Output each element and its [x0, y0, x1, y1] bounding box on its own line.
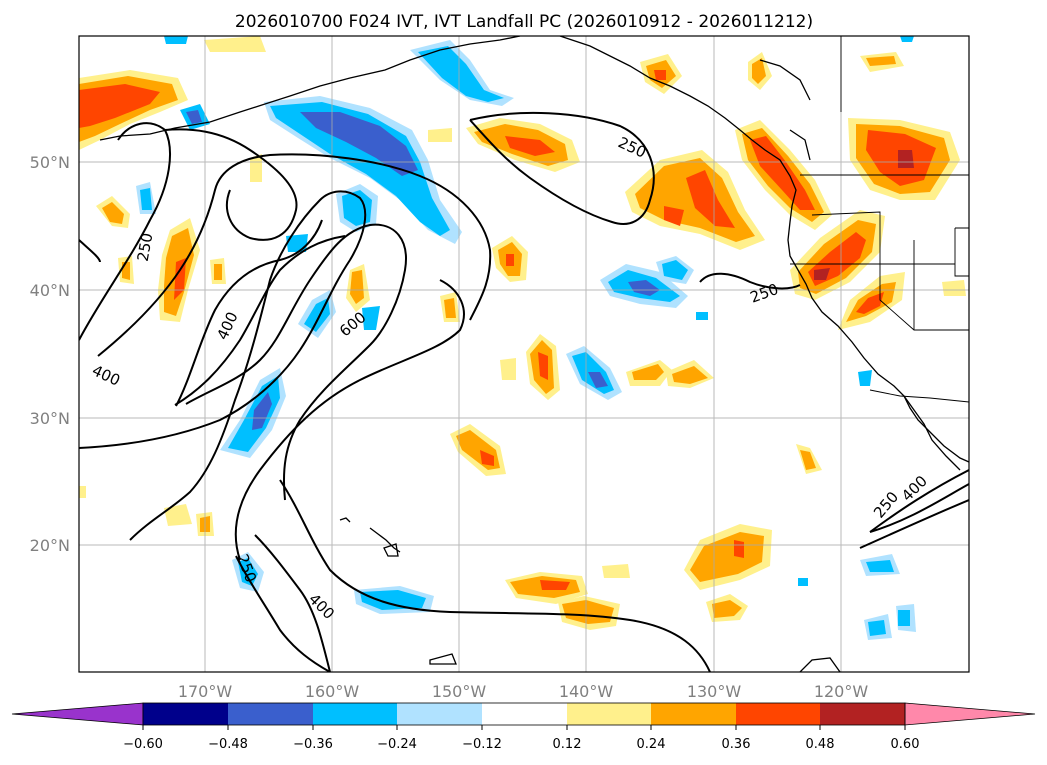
political-borders — [790, 36, 969, 403]
colorbar-segment — [820, 703, 905, 725]
colorbar-high-extend — [904, 702, 1036, 726]
colorbar-tick-label: −0.48 — [208, 737, 248, 752]
colorbar-segment — [397, 703, 482, 725]
figure-title: 2026010700 F024 IVT, IVT Landfall PC (20… — [235, 12, 813, 32]
colorbar-segment — [651, 703, 736, 725]
colorbar-low-extend — [11, 702, 144, 726]
colorbar-tick-label: −0.24 — [377, 737, 417, 752]
lon-tick-label: 160°W — [305, 682, 360, 701]
contour-label: 250 — [134, 231, 157, 262]
lon-tick-label: 140°W — [559, 682, 614, 701]
colorbar-tick-labels: −0.60 −0.48 −0.36 −0.24 −0.12 0.12 0.24 … — [123, 737, 919, 752]
lat-tick-label: 20°N — [30, 536, 70, 555]
coastlines — [99, 36, 969, 672]
colorbar-segment — [228, 703, 313, 725]
colorbar-segment — [567, 703, 651, 725]
colorbar-tick-label: 0.36 — [722, 737, 751, 752]
colorbar-tick-label: 0.60 — [891, 737, 920, 752]
map-panel: 250 250 250 250 400 400 400 400 600 250 … — [30, 35, 970, 701]
colorbar-tick-label: −0.60 — [123, 737, 163, 752]
lat-tick-label: 30°N — [30, 409, 70, 428]
colorbar-tick-marks — [142, 725, 906, 730]
colorbar-tick-label: 0.48 — [806, 737, 835, 752]
positive-anomaly-shading — [79, 36, 966, 630]
negative-anomaly-shading — [136, 36, 916, 640]
lat-tick-label: 50°N — [30, 153, 70, 172]
colorbar: −0.60 −0.48 −0.36 −0.24 −0.12 0.12 0.24 … — [11, 702, 1036, 752]
lon-tick-label: 150°W — [432, 682, 487, 701]
colorbar-segment — [736, 703, 820, 725]
colorbar-frame — [142, 702, 906, 726]
lon-tick-label: 130°W — [687, 682, 742, 701]
colorbar-segment — [313, 703, 397, 725]
ivt-contours — [79, 111, 969, 672]
longitude-labels: 170°W 160°W 150°W 140°W 130°W 120°W — [178, 682, 869, 701]
contour-labels: 250 250 250 250 400 400 400 400 600 250 — [89, 133, 931, 623]
lon-tick-label: 170°W — [178, 682, 233, 701]
colorbar-segment — [143, 703, 228, 725]
colorbar-segment — [482, 703, 567, 725]
map-frame — [78, 35, 970, 673]
colorbar-tick-label: 0.24 — [637, 737, 666, 752]
colorbar-tick-label: −0.36 — [293, 737, 333, 752]
lon-tick-label: 120°W — [814, 682, 869, 701]
map-gridlines — [79, 36, 969, 672]
latitude-labels: 50°N 40°N 30°N 20°N — [30, 153, 70, 555]
lat-tick-label: 40°N — [30, 281, 70, 300]
colorbar-tick-label: −0.12 — [462, 737, 502, 752]
colorbar-tick-label: 0.12 — [553, 737, 582, 752]
